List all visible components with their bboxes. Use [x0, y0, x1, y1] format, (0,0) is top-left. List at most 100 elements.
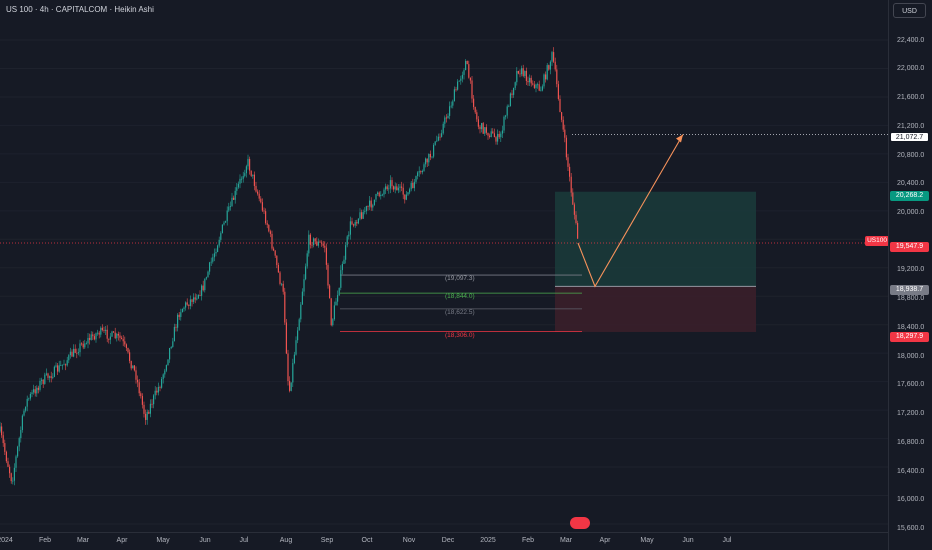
- candle-body: [151, 403, 153, 405]
- candle-body: [522, 68, 524, 76]
- candle-body: [271, 233, 273, 249]
- candle-body: [13, 467, 15, 481]
- candle-body: [23, 410, 25, 416]
- price-tick: 20,800.0: [897, 152, 925, 159]
- candle-body: [130, 360, 132, 369]
- candle-body: [25, 406, 27, 411]
- candle-body: [154, 390, 156, 396]
- candle-body: [284, 291, 286, 323]
- candle-body: [175, 326, 177, 328]
- candle-body: [74, 348, 76, 353]
- candle-body: [377, 192, 379, 195]
- candle-body: [317, 241, 319, 246]
- candle-body: [519, 73, 521, 75]
- candle-body: [218, 239, 220, 246]
- candle-body: [89, 337, 91, 340]
- target-price-tag: 21,072.7: [890, 132, 929, 142]
- candle-body: [226, 210, 228, 222]
- candle-body: [229, 205, 231, 207]
- candle-body: [55, 365, 57, 367]
- candle-body: [572, 192, 574, 205]
- candle-body: [444, 117, 446, 124]
- time-tick: May: [640, 537, 654, 544]
- entry-price-tag: 18,938.7: [890, 285, 929, 295]
- candle-body: [543, 74, 545, 87]
- candle-body: [137, 379, 139, 383]
- candle-body: [140, 393, 142, 397]
- candle-body: [61, 364, 63, 366]
- time-tick: Jul: [722, 537, 732, 544]
- candle-body: [204, 278, 206, 291]
- time-axis[interactable]: [0, 532, 888, 550]
- candle-body: [98, 332, 100, 335]
- candle-body: [437, 136, 439, 141]
- candle-body: [428, 153, 430, 163]
- candle-body: [77, 352, 79, 354]
- candle-body: [63, 364, 65, 366]
- tradingview-logo-icon[interactable]: [570, 517, 590, 529]
- candle-body: [212, 257, 214, 262]
- candle-body: [549, 61, 551, 70]
- candle-body: [289, 381, 291, 391]
- loss-zone: [555, 286, 756, 332]
- candle-body: [500, 133, 502, 138]
- candle-body: [231, 197, 233, 206]
- candle-body: [156, 390, 158, 393]
- candle-body: [445, 117, 447, 119]
- candle-body: [359, 212, 361, 219]
- candle-body: [189, 299, 191, 306]
- candle-body: [241, 178, 243, 180]
- candle-body: [250, 170, 252, 176]
- candle-body: [540, 90, 542, 92]
- candle-body: [0, 426, 1, 432]
- candle-body: [397, 187, 399, 191]
- candle-body: [476, 112, 478, 120]
- candle-body: [49, 376, 51, 378]
- candle-body: [1, 426, 3, 436]
- candle-body: [58, 365, 60, 372]
- price-tick: 18,400.0: [897, 324, 925, 331]
- currency-button[interactable]: USD: [893, 3, 926, 18]
- candle-body: [383, 189, 385, 195]
- time-tick: Jun: [682, 537, 694, 544]
- candle-body: [501, 130, 503, 134]
- candle-body: [365, 206, 367, 212]
- candle-body: [569, 166, 571, 177]
- candle-body: [367, 206, 369, 207]
- candle-body: [20, 429, 22, 439]
- candle-body: [492, 131, 494, 134]
- candle-body: [50, 376, 52, 378]
- price-chart[interactable]: [0, 0, 888, 532]
- candle-body: [530, 77, 532, 84]
- candle-body: [287, 353, 289, 382]
- symbol-title[interactable]: US 100 · 4h · CAPITALCOM · Heikin Ashi: [6, 5, 154, 14]
- candle-body: [541, 86, 543, 91]
- candle-body: [551, 52, 553, 62]
- candle-body: [197, 295, 199, 299]
- candle-body: [399, 186, 401, 188]
- fib-level-1: (19,097.3): [445, 275, 475, 282]
- candle-body: [2, 435, 4, 444]
- profit-zone: [555, 191, 756, 287]
- price-axis[interactable]: [888, 0, 932, 550]
- candle-body: [381, 194, 383, 196]
- candle-body: [484, 127, 486, 134]
- candle-body: [41, 379, 43, 381]
- candle-body: [141, 396, 143, 405]
- candle-body: [321, 242, 323, 244]
- candle-body: [385, 186, 387, 190]
- time-tick: Feb: [38, 537, 52, 544]
- candle-body: [188, 304, 190, 306]
- candle-body: [332, 319, 334, 326]
- candle-body: [306, 253, 308, 267]
- chart-area[interactable]: US 100 · 4h · CAPITALCOM · Heikin Ashi (…: [0, 0, 889, 532]
- candle-body: [217, 245, 219, 252]
- candle-body: [477, 119, 479, 127]
- candle-body: [162, 374, 164, 379]
- candle-body: [225, 221, 227, 223]
- candle-body: [76, 352, 78, 354]
- time-tick: Jun: [199, 537, 211, 544]
- candle-body: [389, 180, 391, 189]
- candle-body: [185, 302, 187, 308]
- candle-body: [167, 359, 169, 366]
